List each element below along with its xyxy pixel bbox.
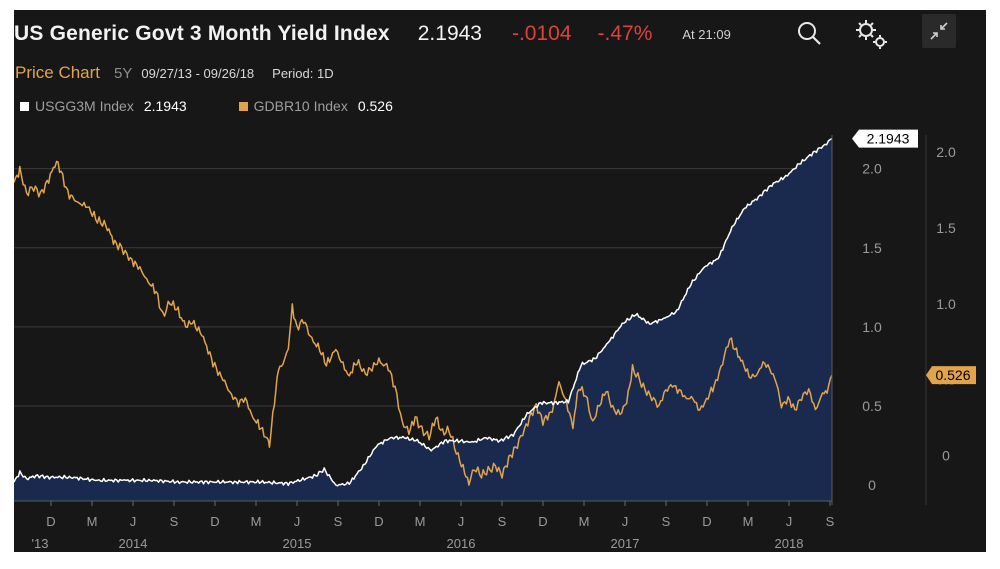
x-tick-label: M (415, 514, 426, 529)
y-right-tick-label: 1.5 (936, 220, 956, 236)
price-chart[interactable]: 2.01.51.00.502.01.51.00.502.19430.526D'1… (14, 10, 986, 552)
y-left-tick-label: 0 (868, 477, 876, 493)
period-label[interactable]: Period: 1D (272, 65, 334, 81)
x-tick-label: S (170, 514, 179, 529)
price-chart-label[interactable]: Price Chart (15, 63, 101, 82)
usgg3m-area-fill (14, 138, 832, 501)
x-tick-label: M (743, 514, 754, 529)
y-left-tick-label: 1.5 (862, 240, 882, 256)
x-year-label: 2017 (611, 536, 640, 551)
axes: 2.01.51.00.502.01.51.00.502.19430.526D'1… (14, 129, 976, 551)
last-value: 2.1943 (417, 22, 482, 45)
x-year-label: 2015 (283, 536, 312, 551)
search-icon[interactable] (792, 16, 826, 50)
x-tick-label: D (374, 514, 383, 529)
collapse-icon[interactable] (922, 14, 956, 48)
x-tick-label: S (826, 514, 835, 529)
last-value-flag-gdbr10 (926, 366, 976, 385)
x-tick-label: D (46, 514, 55, 529)
legend-value-usgg3m: 2.1943 (143, 98, 187, 114)
legend-name-gdbr10: GDBR10 Index (253, 98, 348, 114)
last-value-flag-usgg3m (852, 129, 918, 148)
x-tick-label: S (662, 514, 671, 529)
gdbr10-line (14, 160, 833, 486)
x-tick-label: D (210, 514, 219, 529)
last-value-label-usgg3m: 2.1943 (867, 131, 910, 147)
last-value-label-gdbr10: 0.526 (935, 367, 970, 383)
x-tick-label: S (334, 514, 343, 529)
x-tick-label: D (702, 514, 711, 529)
legend-value-gdbr10: 0.526 (357, 98, 393, 114)
x-tick-label: J (786, 514, 793, 529)
x-tick-label: M (579, 514, 590, 529)
page-title: US Generic Govt 3 Month Yield Index (14, 22, 390, 45)
y-left-tick-label: 0.5 (862, 398, 882, 414)
y-left-tick-label: 1.0 (862, 319, 882, 335)
legend: USGG3M Index 2.1943 GDBR10 Index 0.526 (20, 96, 393, 116)
usgg3m-area (14, 138, 832, 501)
x-tick-label: M (87, 514, 98, 529)
y-right-tick-label: 0 (942, 448, 950, 464)
timestamp: At 21:09 (682, 26, 731, 42)
settings-gears-icon[interactable] (852, 16, 887, 50)
range-selector[interactable]: 5Y (114, 64, 133, 82)
change-value: -.0104 (511, 22, 572, 45)
x-tick-label: S (498, 514, 507, 529)
x-year-label: 2016 (447, 536, 476, 551)
usgg3m-line (14, 137, 833, 487)
y-right-tick-label: 2.0 (936, 144, 956, 160)
y-right-tick-label: 1.0 (936, 296, 956, 312)
x-tick-label: J (130, 514, 137, 529)
y-left-tick-label: 2.0 (862, 161, 882, 177)
x-year-label: 2014 (119, 536, 148, 551)
change-percent: -.47% (597, 22, 653, 45)
date-range: 09/27/13 - 09/26/18 (141, 65, 255, 81)
legend-swatch-gdbr10 (238, 101, 248, 111)
legend-name-usgg3m: USGG3M Index (35, 98, 134, 114)
x-year-label: '13 (32, 536, 49, 551)
x-tick-label: J (622, 514, 629, 529)
series-lines (14, 137, 833, 487)
x-tick-label: J (294, 514, 301, 529)
x-tick-label: D (538, 514, 547, 529)
x-tick-label: M (251, 514, 262, 529)
x-tick-label: J (458, 514, 465, 529)
legend-swatch-usgg3m (20, 101, 29, 111)
x-year-label: 2018 (775, 536, 804, 551)
subheader: Price Chart 5Y 09/27/13 - 09/26/18 Perio… (15, 62, 334, 84)
header: US Generic Govt 3 Month Yield Index 2.19… (14, 18, 731, 50)
